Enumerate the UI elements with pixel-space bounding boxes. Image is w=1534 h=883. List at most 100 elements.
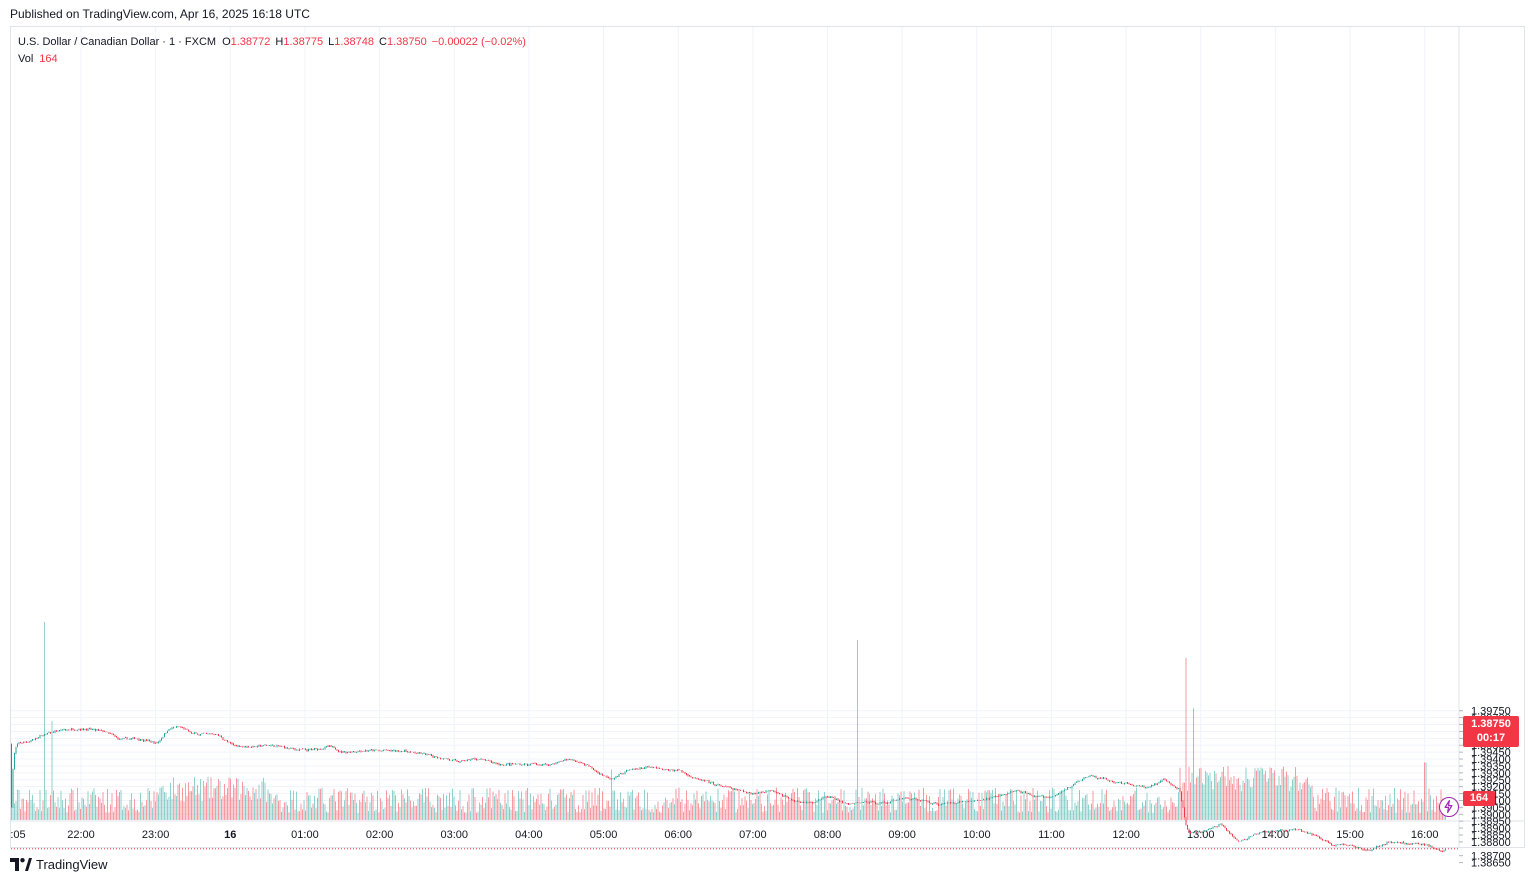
volume-bar [1232,783,1233,820]
volume-bar [1055,811,1056,820]
volume-bar [491,808,492,820]
volume-bar [444,807,446,820]
volume-bar [1316,811,1317,820]
volume-bar [420,794,422,820]
volume-bar [1052,787,1053,820]
volume-bar [947,800,948,820]
volume-bar [1391,806,1392,820]
volume-bar [497,798,498,820]
volume-bar [1199,768,1200,820]
volume-bar [669,803,671,820]
volume-bar [690,803,692,820]
volume-bar [681,799,683,820]
volume-bar [1401,809,1403,820]
x-tick-label: 11:00 [1038,829,1065,841]
volume-bar [998,793,999,820]
volume-bar [858,796,860,820]
volume-bar [311,807,312,820]
volume-bar [1088,804,1089,820]
volume-bar [581,808,582,820]
volume-bar [926,794,927,820]
volume-bar [927,811,929,820]
volume-bar [290,790,291,820]
volume-bar [450,806,452,820]
volume-bar [1341,792,1343,820]
volume-bar [711,800,713,820]
volume-bar [375,809,377,820]
volume-bar [1190,782,1191,820]
volume-bar [369,802,371,820]
volume-bar [1068,809,1070,820]
volume-bar [153,791,155,820]
volume-bar [1235,789,1236,820]
volume-bar [93,788,95,820]
tradingview-logo[interactable]: TradingView [10,857,108,872]
volume-bar [612,790,614,820]
x-tick-label: 10:00 [963,829,991,841]
volume-bar [686,790,687,820]
volume-bar [990,792,992,820]
volume-bar [863,805,864,820]
volume-bar [1263,774,1265,820]
volume-bar [465,812,467,820]
symbol-title[interactable]: U.S. Dollar / Canadian Dollar · 1 · FXCM [18,36,217,48]
volume-bar [297,811,299,820]
volume-bar [1317,794,1319,820]
volume-bar [632,789,633,820]
volume-bar [1302,783,1304,820]
volume-bar [1092,790,1094,820]
volume-bar [1287,775,1289,820]
volume-bar [1427,811,1428,820]
volume-bar [1206,772,1208,820]
volume-label[interactable]: Vol [18,53,34,65]
volume-bar [1224,776,1226,820]
lightning-icon[interactable] [1439,797,1459,817]
volume-bar [150,801,152,820]
volume-bar [800,805,801,820]
volume-bar [1098,806,1100,820]
time-axis[interactable]: :05 22:00 23:00 16 01:00 02:00 03:00 04:00 05:00… [10,829,1438,841]
x-tick-label: 15:00 [1336,829,1364,841]
volume-bar [65,798,66,820]
volume-bar [1157,797,1158,820]
volume-bar [458,800,459,820]
volume-bar [1131,796,1133,820]
volume-bar [1344,795,1346,820]
volume-bar [963,808,965,820]
volume-bar [1037,790,1038,820]
volume-bar [941,802,942,820]
volume-bar [98,796,99,820]
volume-bar [639,806,641,820]
volume-bar [1053,788,1055,820]
volume-bar [798,797,800,820]
volume-bar [588,790,590,820]
volume-bar [89,804,90,820]
volume-bar [731,791,732,820]
volume-bar [1298,790,1299,820]
volume-bar [410,800,411,820]
volume-bar [1368,789,1370,820]
volume-bar [366,796,368,820]
volume-bar [986,792,987,820]
volume-bar [1169,809,1170,820]
volume-bar [1229,780,1230,820]
volume-bar [161,787,162,820]
volume-bar [545,810,546,820]
volume-bar [728,790,729,820]
volume-bar [978,792,980,820]
volume-bar [1001,810,1002,820]
volume-bar [546,806,548,820]
volume-bar [539,804,540,820]
high-label: H [275,36,284,48]
volume-bar [447,805,449,820]
volume-bar [377,790,378,820]
volume-bar [494,796,495,820]
volume-bar [966,799,968,820]
volume-bar [726,797,728,820]
volume-bar [797,788,798,820]
volume-bar [1130,795,1131,820]
volume-bar [723,794,725,820]
volume-bar [347,788,348,820]
volume-bar [846,806,848,820]
